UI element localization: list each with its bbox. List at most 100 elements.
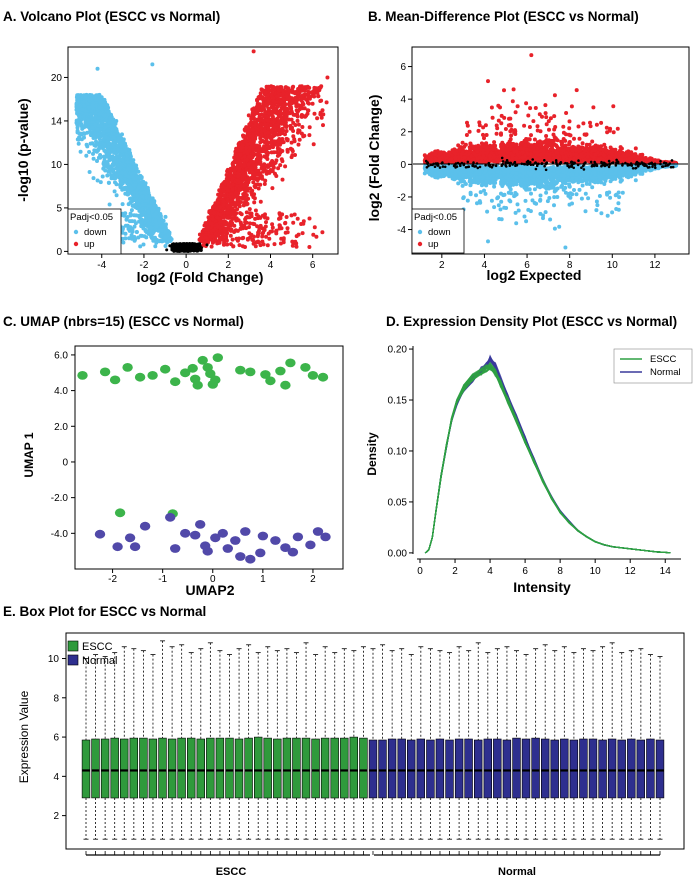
volcano-point-down <box>107 124 112 128</box>
volcano-point-up <box>312 94 317 99</box>
volcano-point-down <box>103 168 108 173</box>
volcano-point-down <box>95 127 100 132</box>
volcano-point-up <box>223 180 227 185</box>
volcano-point-up <box>263 90 268 95</box>
volcano-point-up <box>225 197 230 202</box>
volcano-point-up <box>244 167 249 172</box>
volcano-point-down <box>122 187 127 192</box>
volcano-point-down <box>92 95 97 100</box>
volcano-point-down <box>110 162 115 167</box>
volcano-point-up <box>264 150 269 155</box>
volcano-point-up <box>241 203 246 208</box>
volcano-point-up <box>290 101 295 106</box>
volcano-point-up <box>252 196 257 201</box>
volcano-point-down <box>82 103 87 108</box>
volcano-point-up <box>275 153 280 158</box>
volcano-point-down <box>158 214 163 218</box>
volcano-point-up <box>235 238 240 243</box>
volcano-point-up <box>266 126 271 131</box>
volcano-point-down <box>97 123 102 128</box>
volcano-point-up <box>280 130 285 135</box>
volcano-point-up <box>239 145 244 150</box>
volcano-legend-title: Padj<0.05 <box>70 212 113 223</box>
volcano-ylabel: -log10 (p-value) <box>15 98 31 201</box>
volcano-point-up <box>266 130 271 135</box>
volcano-point-down <box>125 188 130 193</box>
volcano-point-up <box>300 231 305 236</box>
volcano-point-up <box>302 133 307 138</box>
volcano-point-down <box>142 190 147 195</box>
volcano-point-down <box>154 240 159 245</box>
volcano-point-down <box>99 145 104 150</box>
volcano-point-up <box>231 163 236 168</box>
volcano-point-down <box>115 143 120 148</box>
volcano-point-down <box>148 204 153 208</box>
md-point-up <box>544 134 549 138</box>
volcano-point-up <box>222 242 227 247</box>
volcano-point-up <box>283 164 288 169</box>
volcano-point-up <box>277 137 282 141</box>
volcano-point-down <box>105 103 110 108</box>
volcano-point-up <box>242 154 247 159</box>
volcano-point-up <box>301 221 306 226</box>
volcano-point-down <box>131 171 136 175</box>
volcano-point-up <box>281 88 285 93</box>
volcano-point-up <box>315 116 320 121</box>
volcano-point-up <box>263 122 268 127</box>
volcano-point-up <box>243 217 248 222</box>
volcano-point-down <box>142 181 147 186</box>
volcano-point-down <box>102 142 107 147</box>
volcano-point-up <box>233 228 238 233</box>
volcano-point-up <box>280 103 285 108</box>
volcano-point-up <box>231 244 236 249</box>
volcano-point-up <box>266 98 271 103</box>
volcano-point-up <box>246 162 251 167</box>
volcano-point-up <box>283 221 288 226</box>
panel-a: A. Volcano Plot (ESCC vs Normal) -4 -2 0 2 4… <box>3 9 339 285</box>
volcano-point-down <box>88 141 93 146</box>
volcano-point-up <box>296 232 301 237</box>
volcano-point-down <box>100 174 105 179</box>
volcano-point-up <box>217 235 222 240</box>
volcano-point-up <box>246 128 251 133</box>
volcano-point-down <box>123 171 128 176</box>
volcano-legend-up-marker <box>73 241 79 247</box>
volcano-point-up <box>258 223 263 228</box>
volcano-point-up <box>318 99 323 103</box>
volcano-point-up <box>293 239 298 244</box>
volcano-point-down <box>129 208 134 213</box>
volcano-point-up <box>277 147 282 152</box>
volcano-point-up <box>255 98 260 103</box>
volcano-point-down <box>150 209 155 214</box>
volcano-point-up <box>321 112 326 117</box>
volcano-point-down <box>74 107 79 112</box>
volcano-point-down <box>151 237 156 241</box>
volcano-point-up <box>228 233 233 238</box>
volcano-point-down <box>106 129 111 133</box>
volcano-point-down <box>86 105 91 110</box>
volcano-point-down <box>128 213 133 218</box>
volcano-point-up <box>215 200 220 205</box>
volcano-point-down <box>130 219 134 224</box>
volcano-point-up <box>215 224 220 229</box>
volcano-point-down <box>112 175 117 180</box>
volcano-point-up <box>307 125 312 130</box>
volcano-point-down <box>119 170 124 175</box>
volcano-point-down <box>103 135 108 140</box>
volcano-point-up <box>264 103 269 108</box>
volcano-point-down <box>98 180 103 185</box>
volcano-point-down <box>88 133 93 138</box>
volcano-point-down <box>147 221 152 226</box>
volcano-point-up <box>272 105 277 110</box>
volcano-point-ns <box>188 242 192 246</box>
volcano-point-up <box>270 222 275 227</box>
volcano-point-up <box>230 237 235 242</box>
volcano-point-up <box>238 140 243 145</box>
volcano-point-down <box>105 173 110 178</box>
volcano-point-up <box>235 198 240 203</box>
volcano-point-down <box>137 215 142 220</box>
volcano-point-down <box>86 118 91 123</box>
volcano-point-down <box>78 103 83 108</box>
volcano-point-down <box>92 143 97 148</box>
volcano-point-up <box>318 85 323 90</box>
